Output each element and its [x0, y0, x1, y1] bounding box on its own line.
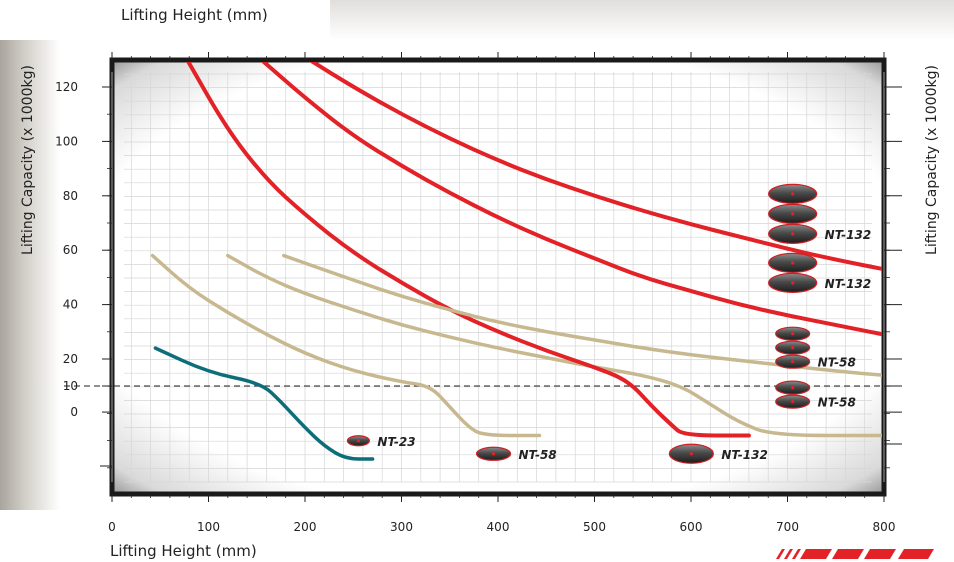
background-smudge-left	[0, 40, 60, 510]
x-tick-label: 200	[294, 520, 317, 534]
airbag-valve-icon	[791, 346, 795, 350]
airbag-stack-nt-132: NT-132	[768, 252, 872, 293]
y-tick-label: 120	[55, 80, 78, 94]
series-line-nt-132-7	[309, 62, 882, 271]
airbag-label: NT-58	[818, 396, 856, 410]
airbag-valve-icon	[689, 452, 693, 456]
airbag-valve-icon	[791, 261, 795, 265]
airbag-label: NT-23	[377, 435, 415, 449]
y-tick-label: 0	[70, 405, 78, 419]
background-smudge-top	[330, 0, 954, 40]
airbag-valve-icon	[791, 360, 795, 364]
y-tick-label: 40	[63, 298, 78, 312]
airbag-label: NT-132	[825, 228, 872, 242]
airbag-valve-icon	[491, 452, 496, 456]
x-tick-label: 700	[776, 520, 799, 534]
y-tick-label: 60	[63, 243, 78, 257]
airbag-label: NT-132	[721, 448, 768, 462]
airbag-valve-icon	[791, 192, 795, 196]
series-line-nt-58-3	[226, 253, 882, 438]
x-axis-title: Lifting Height (mm)	[110, 542, 257, 560]
airbag-stack-nt-132: NT-132	[768, 183, 872, 244]
airbag-valve-icon	[356, 439, 361, 443]
x-tick-label: 300	[390, 520, 413, 534]
airbag-stack-nt-58: NT-58	[775, 380, 856, 410]
airbag-valve-icon	[791, 212, 795, 216]
airbag-stack-nt-132: NT-132	[668, 443, 768, 464]
y-tick-label: 100	[55, 134, 78, 148]
series-line-nt-132-6	[260, 62, 882, 337]
x-tick-label: 0	[108, 520, 116, 534]
y-tick-label: 10	[63, 379, 78, 393]
series-line-nt-58-2	[150, 253, 542, 438]
airbag-label: NT-58	[519, 448, 557, 462]
airbag-stack-nt-23: NT-23	[346, 435, 416, 449]
airbag-stack-nt-58: NT-58	[775, 326, 856, 370]
x-tick-label: 600	[680, 520, 703, 534]
x-tick-label: 500	[583, 520, 606, 534]
airbag-label: NT-58	[818, 356, 856, 370]
series-line-nt-58-5	[282, 253, 882, 377]
series-line-nt-132-4	[186, 62, 751, 438]
airbag-valve-icon	[791, 386, 795, 390]
x-tick-label: 100	[197, 520, 220, 534]
y-tick-label: 80	[63, 189, 78, 203]
x-tick-label: 800	[873, 520, 896, 534]
airbag-valve-icon	[791, 232, 795, 236]
top-axis-title: Lifting Height (mm)	[121, 6, 268, 24]
x-tick-label: 400	[487, 520, 510, 534]
airbag-label: NT-132	[825, 277, 872, 291]
airbag-valve-icon	[791, 400, 795, 404]
airbag-valve-icon	[791, 332, 795, 336]
brand-logo-mark	[776, 549, 934, 559]
series-line-nt-23-1	[153, 346, 375, 461]
y-tick-label: 20	[63, 352, 78, 366]
airbag-valve-icon	[791, 281, 795, 285]
airbag-stack-nt-58: NT-58	[475, 446, 557, 462]
